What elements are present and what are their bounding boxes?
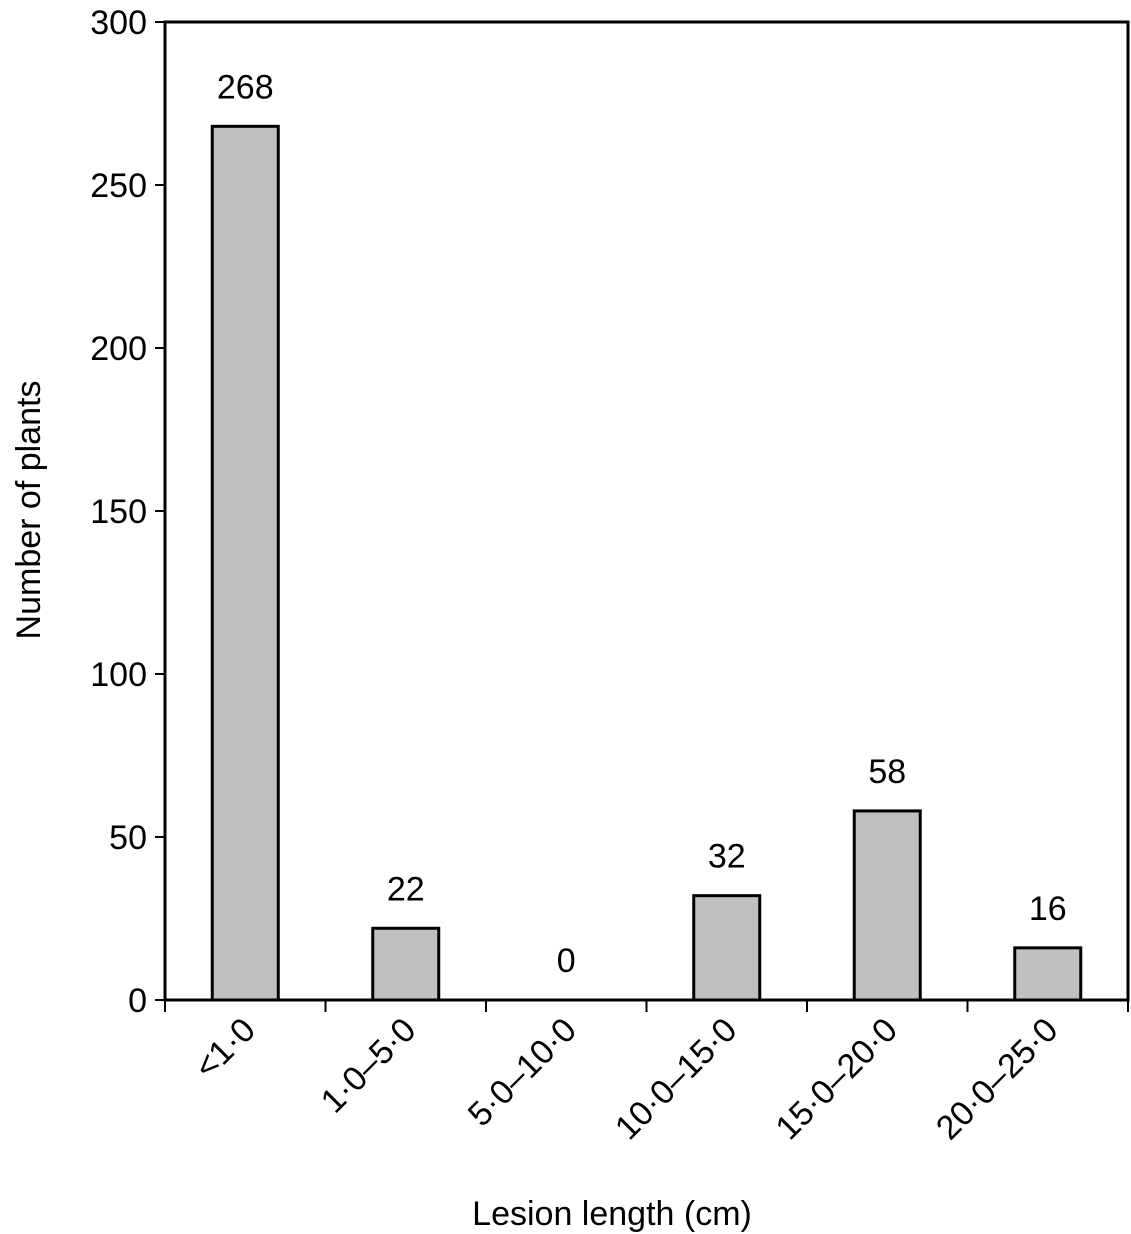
y-tick-label: 250 (90, 167, 147, 205)
y-tick-label: 150 (90, 493, 147, 531)
bar (1013, 946, 1083, 1002)
y-tick-label: 100 (90, 656, 147, 694)
data-label: 0 (557, 942, 576, 980)
y-tick-label: 50 (109, 819, 147, 857)
data-label: 58 (868, 753, 906, 791)
x-tick-label: 5·0–10·0 (461, 1011, 584, 1134)
y-axis-label: Number of plants (10, 381, 48, 640)
bar (852, 809, 922, 1002)
data-label: 22 (387, 870, 425, 908)
data-label: 16 (1029, 890, 1067, 928)
plot-frame (163, 20, 1130, 1002)
x-tick-label: 15·0–20·0 (768, 1011, 904, 1147)
y-tick-label: 0 (128, 982, 147, 1020)
x-tick-label: <1·0 (187, 1011, 263, 1087)
bar (371, 926, 441, 1002)
x-axis-label: Lesion length (cm) (472, 1195, 752, 1233)
x-tick-label: 10·0–15·0 (608, 1011, 744, 1147)
x-tick-label: 20·0–25·0 (929, 1011, 1065, 1147)
bar (210, 124, 280, 1002)
y-tick-label: 200 (90, 330, 147, 368)
y-tick-label: 300 (90, 4, 147, 42)
bar (692, 894, 762, 1002)
data-label: 32 (708, 838, 746, 876)
data-label: 268 (217, 68, 274, 106)
x-tick-label: 1·0–5·0 (314, 1011, 424, 1121)
